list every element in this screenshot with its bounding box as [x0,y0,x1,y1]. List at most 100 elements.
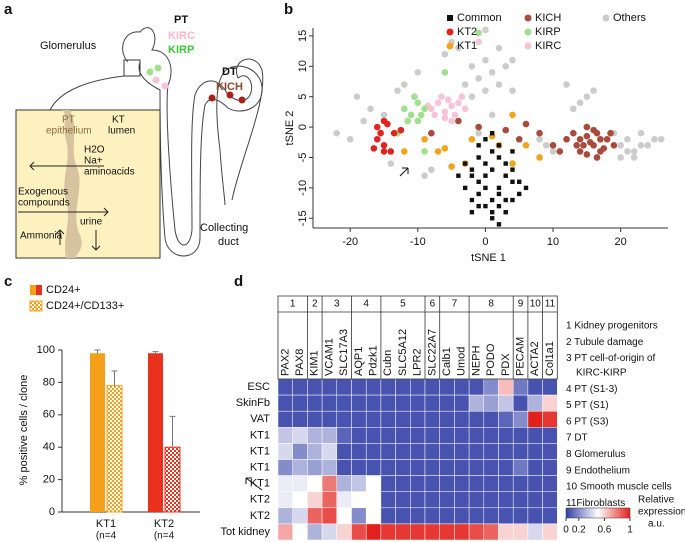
cell [542,491,558,509]
point [496,185,502,191]
point [483,173,488,178]
legend-marker [447,15,453,21]
cell [542,427,558,444]
point [503,209,508,215]
cell [395,427,411,444]
point [483,203,488,209]
point [448,102,455,110]
cell [336,443,352,460]
cell [277,427,293,444]
point [414,117,422,125]
gene-label: PODO [485,343,497,376]
point [503,173,508,178]
cell [380,427,396,444]
cell [454,394,470,412]
cell [424,378,440,396]
gene-label: Calb1 [441,347,453,376]
point [441,50,449,58]
cell [454,378,470,396]
cell [512,475,529,492]
point [603,135,611,143]
legend-marker [524,14,532,22]
point [489,209,495,215]
y-tick-label: 0 [49,506,55,518]
point [509,160,516,167]
group-legend: 11Fibroblasts [566,498,625,509]
dot [152,76,160,84]
gene-label: LPR2 [412,348,424,376]
cell [307,475,323,492]
point [597,135,604,143]
cell [365,459,382,476]
legend-marker [446,42,454,50]
cell [498,491,514,509]
cell [512,459,529,476]
point [367,105,374,113]
label: duct [218,236,239,248]
cell [321,443,338,460]
point [549,148,557,155]
cell [307,378,323,396]
label: Glomerulus [40,40,97,52]
cell [512,443,529,460]
row-label: SkinFb [236,397,270,409]
gene-label: KIM1 [309,350,321,376]
cell [483,459,499,476]
y-axis-label: % positive cells / clone [18,375,30,486]
cell [483,443,499,460]
cell [351,523,367,541]
cell [410,443,426,460]
point [469,209,475,215]
point [630,154,638,161]
cell [321,459,338,476]
point [583,132,591,140]
cell [395,410,411,428]
legend-label: Others [613,12,647,24]
point [488,69,496,76]
dot [154,64,162,72]
cell [292,507,308,525]
point [448,163,455,170]
group-legend: 4 PT (S1-3) [566,384,618,395]
pointer-arrow [245,477,263,491]
point [489,216,495,221]
cell [454,523,470,541]
cell [542,475,558,492]
cell [542,523,558,541]
legend-label: KIRP [535,26,561,38]
colorbar-tick-label: 0 [563,525,569,536]
x-tick-label: 0 [482,236,488,248]
cell [527,443,543,460]
point [441,69,449,76]
row-label: KT1 [250,478,270,490]
legend-swatch [30,285,36,295]
point [370,145,378,152]
y-tick-label: 40 [43,441,55,453]
zoom-arrow [49,75,125,111]
point [461,81,469,88]
point [556,148,564,155]
point [496,222,502,227]
point [580,142,587,149]
point [563,135,570,143]
group-legend: 9 Endothelium [566,465,630,476]
cell [512,394,529,412]
cell [277,507,293,525]
label: KIRP [168,44,194,56]
cell [380,410,396,428]
cell [380,378,396,396]
dot [226,91,234,99]
cell [468,427,485,444]
cell [439,475,455,492]
cell [351,378,367,396]
legend-label: Common [457,12,502,24]
point [583,151,591,158]
cell [424,475,440,492]
point [509,56,516,64]
cell [336,507,352,525]
point [495,81,503,88]
gene-label: PECAM [514,337,526,376]
point [597,148,604,155]
label: aminoacids [84,167,135,178]
label: epithelium [46,126,92,137]
